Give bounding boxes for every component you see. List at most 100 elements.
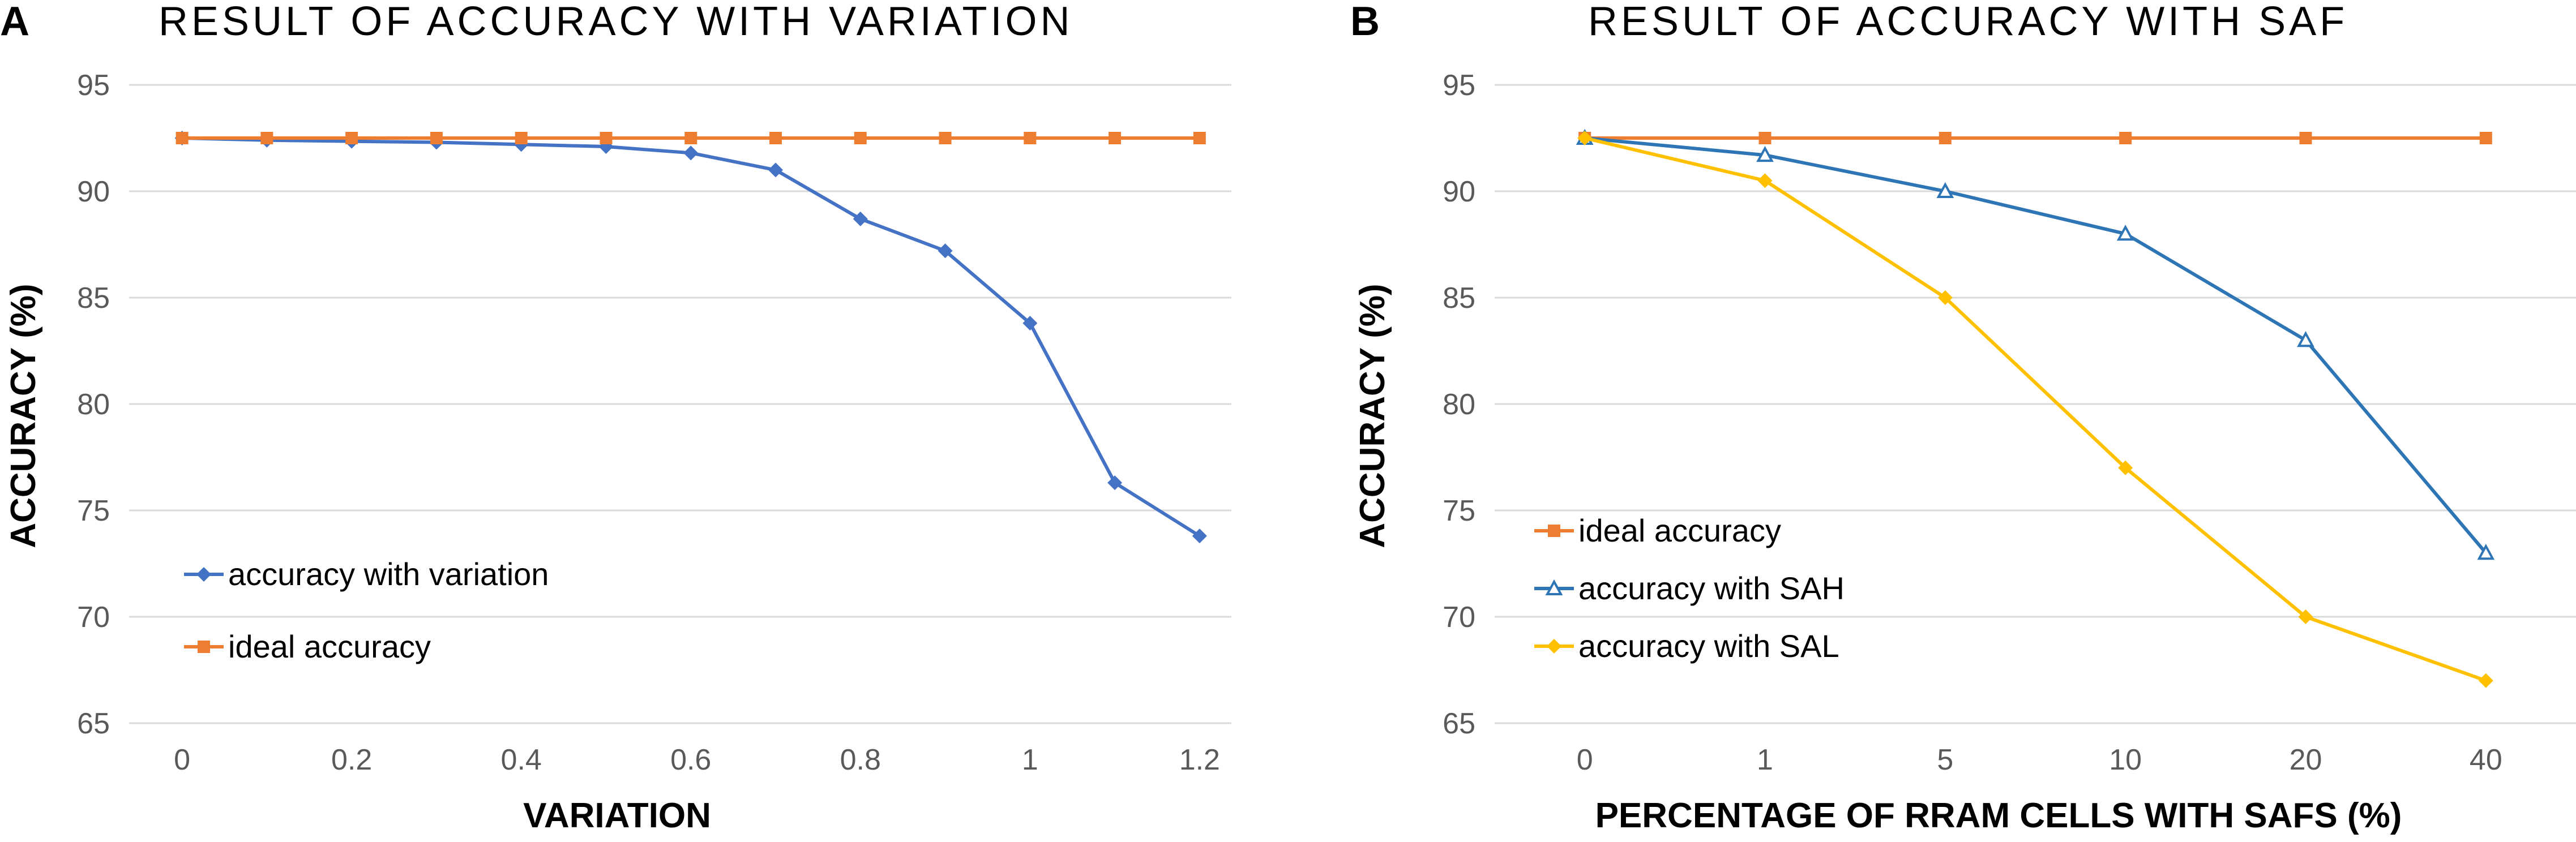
- data-point: [1192, 529, 1207, 544]
- data-point: [2116, 225, 2134, 241]
- data-point: [2119, 132, 2132, 144]
- y-tick-label: 80: [77, 388, 110, 421]
- data-point: [2298, 609, 2313, 624]
- x-tick-label: 1: [1022, 744, 1038, 776]
- gridlines-a: [129, 84, 1231, 724]
- data-point: [853, 211, 868, 226]
- legend-item: ideal accuracy: [1534, 513, 1781, 548]
- legend-b: ideal accuracy accuracy with SAH accuracy …: [1534, 513, 1845, 664]
- x-tick-label: 0.8: [840, 744, 881, 776]
- x-axis-title-b: PERCENTAGE OF RRAM CELLS WITH SAFS (%): [1595, 796, 2402, 835]
- legend-label: accuracy with variation: [228, 556, 549, 592]
- panel-b: B RESULT OF ACCURACY WITH SAF ACCURACY (…: [1350, 0, 2576, 835]
- legend-marker: [198, 641, 210, 653]
- data-point: [2297, 331, 2314, 347]
- series-a: [174, 131, 1207, 544]
- data-point: [854, 132, 867, 144]
- data-point: [2477, 544, 2495, 560]
- y-tick-label: 90: [1443, 175, 1475, 208]
- x-axis-title-a: VARIATION: [523, 796, 711, 835]
- y-tick-label: 95: [77, 69, 110, 102]
- y-tick-label: 70: [1443, 601, 1475, 634]
- series-accuracy-with-variation: [174, 131, 1207, 544]
- x-tick-label: 0: [1577, 744, 1593, 776]
- gridlines-b: [1495, 84, 2576, 724]
- y-tick-label: 85: [77, 282, 110, 315]
- legend-label: accuracy with SAH: [1578, 570, 1845, 606]
- data-point: [515, 132, 528, 144]
- series-line: [1584, 136, 2487, 682]
- data-point: [2478, 673, 2493, 688]
- data-point: [683, 145, 699, 161]
- data-point: [1937, 290, 1953, 305]
- panel-letter-a: A: [0, 0, 29, 44]
- series-accuracy-with-sah: [1576, 128, 2495, 560]
- data-point: [1109, 132, 1122, 144]
- x-tick-label: 1.2: [1179, 744, 1220, 776]
- legend-item: ideal accuracy: [184, 629, 431, 664]
- data-point: [260, 132, 273, 144]
- series-line: [182, 136, 1201, 538]
- y-tick-label: 95: [1443, 69, 1475, 102]
- data-point: [1758, 132, 1771, 144]
- chart-title-b: RESULT OF ACCURACY WITH SAF: [1588, 0, 2348, 44]
- legend-marker: [196, 567, 211, 582]
- data-point: [1107, 475, 1123, 491]
- x-tick-labels-b: 0 1 5 10 20 40: [1577, 744, 2502, 776]
- series-line: [1584, 136, 2488, 555]
- data-point: [1939, 132, 1952, 144]
- data-point: [345, 132, 358, 144]
- legend-item: accuracy with SAL: [1534, 628, 1839, 664]
- y-tick-label: 75: [77, 495, 110, 527]
- data-point: [598, 139, 614, 154]
- x-tick-label: 0.4: [501, 744, 542, 776]
- legend-marker: [1545, 579, 1563, 595]
- x-tick-label: 20: [2290, 744, 2322, 776]
- x-tick-label: 0: [174, 744, 190, 776]
- legend-marker: [1547, 639, 1561, 654]
- legend-item: accuracy with SAH: [1534, 570, 1845, 606]
- series-ideal-accuracy: [1578, 132, 2492, 144]
- data-point: [1936, 182, 1954, 198]
- y-tick-label: 80: [1443, 388, 1475, 421]
- data-point: [1193, 132, 1206, 144]
- data-point: [1577, 131, 1593, 145]
- panel-a: A RESULT OF ACCURACY WITH VARIATION ACCU…: [0, 0, 1231, 835]
- data-point: [1022, 316, 1038, 331]
- series-accuracy-with-sal: [1577, 131, 2493, 688]
- x-tick-labels-a: 0 0.2 0.4 0.6 0.8 1 1.2: [174, 744, 1220, 776]
- x-tick-label: 0.2: [331, 744, 372, 776]
- legend-a: accuracy with variation ideal accuracy: [184, 556, 549, 664]
- y-tick-label: 70: [77, 601, 110, 634]
- data-point: [768, 162, 783, 178]
- legend-marker: [1548, 525, 1560, 537]
- y-axis-title-a: ACCURACY (%): [4, 283, 43, 548]
- y-tick-label: 90: [77, 175, 110, 208]
- legend-label: ideal accuracy: [228, 629, 431, 664]
- data-point: [430, 132, 443, 144]
- data-point: [2118, 460, 2133, 475]
- data-point: [684, 132, 698, 144]
- series-b: [1576, 128, 2495, 688]
- legend-item: accuracy with variation: [184, 556, 549, 592]
- legend-label: ideal accuracy: [1578, 513, 1781, 548]
- chart-title-a: RESULT OF ACCURACY WITH VARIATION: [159, 0, 1073, 44]
- y-tick-label: 85: [1443, 282, 1475, 315]
- x-tick-label: 10: [2109, 744, 2142, 776]
- series-ideal-accuracy: [176, 132, 1206, 144]
- x-tick-label: 5: [1937, 744, 1953, 776]
- data-point: [1024, 132, 1037, 144]
- x-tick-label: 0.6: [670, 744, 711, 776]
- y-tick-label: 75: [1443, 495, 1475, 527]
- x-tick-label: 1: [1757, 744, 1773, 776]
- data-point: [769, 132, 782, 144]
- y-axis-title-b: ACCURACY (%): [1353, 283, 1392, 548]
- data-point: [600, 132, 613, 144]
- y-tick-label: 65: [1443, 707, 1475, 740]
- data-point: [938, 243, 953, 259]
- x-tick-label: 40: [2470, 744, 2502, 776]
- data-point: [1756, 145, 1774, 162]
- data-point: [176, 132, 189, 144]
- y-tick-labels-b: 65 70 75 80 85 90 95: [1443, 69, 1475, 740]
